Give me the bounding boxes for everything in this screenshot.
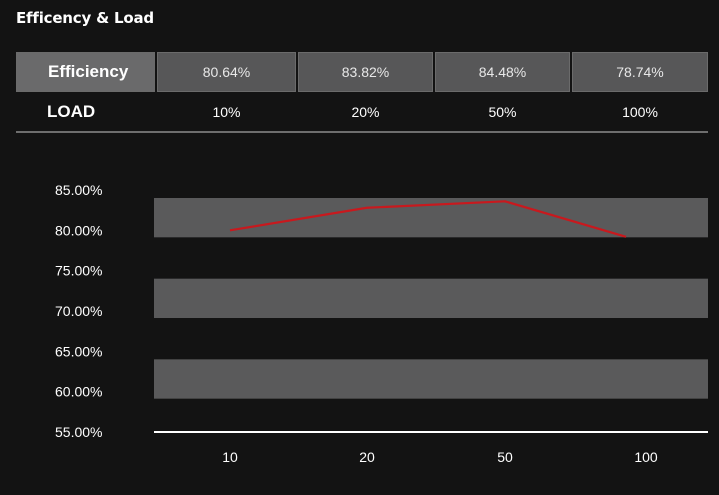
chart-band — [154, 359, 708, 399]
table-divider — [16, 131, 708, 133]
load-header: LOAD — [47, 102, 96, 121]
efficiency-cell: 78.74% — [572, 52, 708, 92]
x-tick-label: 100 — [634, 449, 658, 465]
load-cell: 10% — [212, 104, 241, 120]
load-cell: 100% — [622, 104, 658, 120]
y-tick-label: 70.00% — [55, 303, 102, 319]
y-tick-label: 80.00% — [55, 222, 102, 238]
efficiency-row: Efficiency 80.64% 83.82% 84.48% 78.74% — [16, 52, 708, 92]
efficiency-header: Efficiency — [16, 52, 155, 92]
series-line — [229, 200, 627, 238]
y-tick-label: 65.00% — [55, 343, 102, 359]
efficiency-load-table: Efficiency 80.64% 83.82% 84.48% 78.74% L… — [16, 52, 708, 132]
y-tick-label: 75.00% — [55, 263, 102, 279]
efficiency-cell: 83.82% — [298, 52, 433, 92]
load-cell: 20% — [351, 104, 380, 120]
y-tick-label: 85.00% — [55, 182, 102, 198]
load-cell: 50% — [488, 104, 517, 120]
x-tick-label: 50 — [497, 449, 513, 465]
efficiency-cell: 80.64% — [157, 52, 296, 92]
load-row: LOAD 10% 20% 50% 100% — [16, 92, 708, 132]
page-title: Efficency & Load — [16, 9, 154, 27]
efficiency-cell: 84.48% — [435, 52, 570, 92]
x-tick-label: 20 — [359, 449, 375, 465]
y-tick-label: 55.00% — [55, 424, 102, 440]
y-tick-label: 60.00% — [55, 384, 102, 400]
chart-band — [154, 278, 708, 318]
x-tick-label: 10 — [222, 449, 238, 465]
